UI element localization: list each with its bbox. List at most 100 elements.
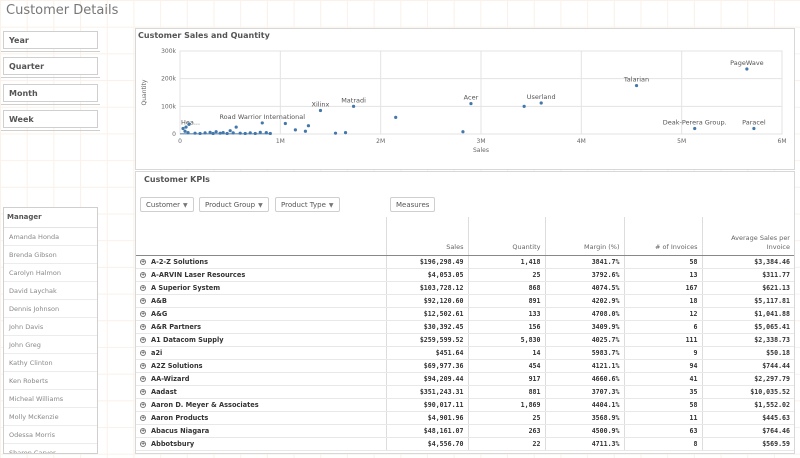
expand-icon[interactable]: + xyxy=(140,427,146,434)
table-row[interactable]: + Abacus Niagara $48,161.07 263 4500.9% 63 $76… xyxy=(136,424,794,438)
data-point[interactable] xyxy=(243,131,247,136)
data-point[interactable] xyxy=(234,125,238,129)
data-point[interactable] xyxy=(238,131,242,135)
data-point[interactable] xyxy=(184,125,188,129)
expand-icon[interactable]: + xyxy=(140,362,146,369)
data-point[interactable] xyxy=(469,101,473,106)
customer-name-cell[interactable]: + Aadast xyxy=(136,385,386,399)
expand-icon[interactable]: + xyxy=(140,271,146,278)
manager-item[interactable]: Micheal Williams xyxy=(4,390,97,408)
customer-name-cell[interactable]: + Aaron Products xyxy=(136,411,386,425)
expand-icon[interactable]: + xyxy=(140,323,146,330)
customer-name-cell[interactable]: + A1 Datacom Supply xyxy=(136,333,386,347)
table-row[interactable]: + a2i $451.64 14 5983.7% 9 $50.18 xyxy=(136,346,794,360)
data-point[interactable] xyxy=(198,131,202,136)
table-row[interactable]: + Abbotsbury $4,556.70 22 4711.3% 8 $569.59 xyxy=(136,437,794,451)
data-point[interactable] xyxy=(293,128,297,132)
data-point[interactable] xyxy=(268,131,272,136)
manager-item[interactable]: Carolyn Halmon xyxy=(4,264,97,282)
customer-name-cell[interactable]: + A&B xyxy=(136,294,386,308)
manager-item[interactable]: Molly McKenzie xyxy=(4,408,97,426)
data-point[interactable] xyxy=(343,131,348,135)
expand-icon[interactable]: + xyxy=(140,414,146,421)
expand-icon[interactable]: + xyxy=(140,297,146,304)
manager-item[interactable]: John Davis xyxy=(4,318,97,336)
customer-name-cell[interactable]: + Abbotsbury xyxy=(136,437,386,451)
customer-name-cell[interactable]: + AA-Wizard xyxy=(136,372,386,386)
data-point[interactable] xyxy=(283,121,287,126)
table-row[interactable]: + A Superior System $103,728.12 868 4074.5% 1… xyxy=(136,281,794,295)
expand-icon[interactable]: + xyxy=(140,440,146,447)
expand-icon[interactable]: + xyxy=(140,349,146,356)
data-point[interactable] xyxy=(211,131,215,136)
table-row[interactable]: + A&R Partners $30,392.45 156 3409.9% 6 $5,065… xyxy=(136,320,794,334)
customer-name-cell[interactable]: + A&R Partners xyxy=(136,320,386,334)
data-point[interactable] xyxy=(258,130,262,134)
customer-dimension-button[interactable]: Customer ▼ xyxy=(140,197,194,212)
filter-month[interactable]: Month xyxy=(1,84,100,105)
data-point[interactable] xyxy=(351,104,356,108)
expand-icon[interactable]: + xyxy=(140,284,146,291)
data-point[interactable] xyxy=(187,122,191,126)
manager-item[interactable]: Kathy Clinton xyxy=(4,354,97,372)
data-point[interactable] xyxy=(193,131,197,135)
manager-item[interactable]: Dennis Johnson xyxy=(4,300,97,318)
data-point[interactable] xyxy=(248,131,252,135)
customer-name-cell[interactable]: + Aaron D. Meyer & Associates xyxy=(136,398,386,412)
expand-icon[interactable]: + xyxy=(140,310,146,317)
manager-header[interactable]: Manager xyxy=(4,208,97,228)
customer-name-cell[interactable]: + A&G xyxy=(136,307,386,321)
expand-icon[interactable]: + xyxy=(140,388,146,395)
data-point[interactable] xyxy=(203,131,207,135)
customer-name-cell[interactable]: + A Superior System xyxy=(136,281,386,295)
data-point[interactable] xyxy=(208,130,212,134)
data-point[interactable] xyxy=(333,131,338,135)
column-header[interactable] xyxy=(136,217,386,256)
table-row[interactable]: + Aaron D. Meyer & Associates $90,017.11 1,… xyxy=(136,398,794,412)
table-row[interactable]: + A&G $12,502.61 133 4708.0% 12 $1,041.88 xyxy=(136,307,794,321)
table-row[interactable]: + Aadast $351,243.31 881 3707.3% 35 $10,035.52 xyxy=(136,385,794,399)
data-point[interactable] xyxy=(214,130,218,134)
table-row[interactable]: + A2Z Solutions $69,977.36 454 4121.1% 94 $744… xyxy=(136,359,794,373)
customer-name-cell[interactable]: + A-2-Z Solutions xyxy=(136,255,386,269)
manager-item[interactable]: Odessa Morris xyxy=(4,426,97,444)
table-row[interactable]: + A-2-Z Solutions $196,298.49 1,418 3841.7% 5… xyxy=(136,255,794,269)
manager-item[interactable]: John Greg xyxy=(4,336,97,354)
filter-week[interactable]: Week xyxy=(1,110,100,131)
manager-item[interactable]: Brenda Gibson xyxy=(4,246,97,264)
data-point[interactable] xyxy=(186,131,190,135)
manager-item[interactable]: Ken Roberts xyxy=(4,372,97,390)
data-point[interactable] xyxy=(306,124,311,128)
data-point[interactable] xyxy=(461,130,465,134)
expand-icon[interactable]: + xyxy=(140,258,146,265)
column-header[interactable]: Sales xyxy=(385,217,468,256)
expand-icon[interactable]: + xyxy=(140,336,146,343)
table-row[interactable]: + A-ARVIN Laser Resources $4,053.05 25 3792.… xyxy=(136,268,794,282)
manager-item[interactable]: Amanda Honda xyxy=(4,228,97,246)
data-point[interactable] xyxy=(752,126,756,131)
data-point[interactable] xyxy=(745,67,749,71)
customer-name-cell[interactable]: + a2i xyxy=(136,346,386,360)
data-point[interactable] xyxy=(264,131,268,135)
filter-quarter[interactable]: Quarter xyxy=(1,57,100,78)
table-row[interactable]: + Aaron Products $4,901.96 25 3568.9% 11 $445.… xyxy=(136,411,794,425)
column-header[interactable]: Margin (%) xyxy=(544,217,624,256)
expand-icon[interactable]: + xyxy=(140,375,146,382)
expand-icon[interactable]: + xyxy=(140,401,146,408)
data-point[interactable] xyxy=(303,129,308,133)
table-row[interactable]: + AA-Wizard $94,209.44 917 4660.6% 41 $2,297.7… xyxy=(136,372,794,386)
customer-name-cell[interactable]: + A2Z Solutions xyxy=(136,359,386,373)
data-point[interactable] xyxy=(225,131,229,136)
column-header[interactable]: Average Sales per Invoice xyxy=(701,217,794,256)
data-point[interactable] xyxy=(539,101,543,105)
manager-item[interactable]: Sharon Carver xyxy=(4,444,97,453)
data-point[interactable] xyxy=(183,129,187,133)
data-point[interactable] xyxy=(218,131,222,135)
table-row[interactable]: + A&B $92,120.60 891 4202.9% 18 $5,117.81 xyxy=(136,294,794,308)
data-point[interactable] xyxy=(634,83,639,88)
customer-name-cell[interactable]: + Abacus Niagara xyxy=(136,424,386,438)
data-point[interactable] xyxy=(318,108,323,113)
data-point[interactable] xyxy=(221,131,225,135)
customer-name-cell[interactable]: + A-ARVIN Laser Resources xyxy=(136,268,386,282)
manager-item[interactable]: David Laychak xyxy=(4,282,97,300)
